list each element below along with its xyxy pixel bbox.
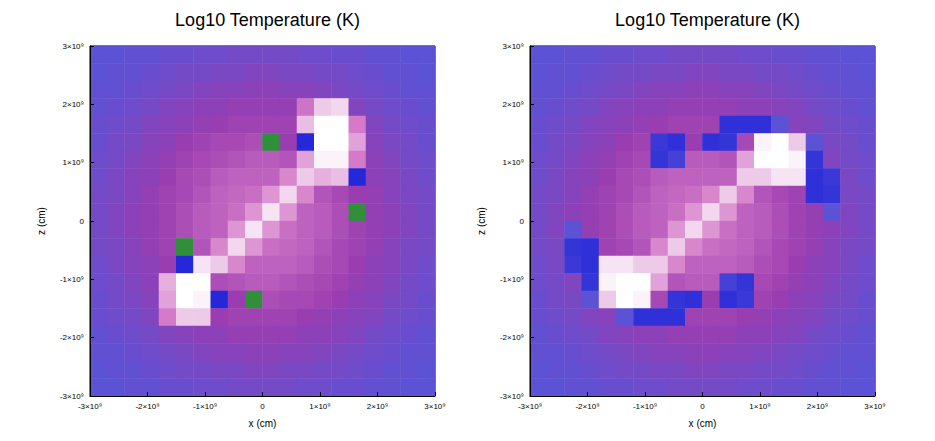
svg-text:2×10⁹: 2×10⁹ — [63, 100, 84, 109]
svg-text:x (cm): x (cm) — [689, 418, 717, 429]
svg-text:z (cm): z (cm) — [36, 207, 47, 235]
svg-text:-1×10⁹: -1×10⁹ — [633, 402, 657, 411]
svg-text:-3×10⁹: -3×10⁹ — [60, 392, 84, 401]
svg-text:2×10⁹: 2×10⁹ — [807, 402, 828, 411]
svg-text:-1×10⁹: -1×10⁹ — [500, 275, 524, 284]
svg-text:0: 0 — [260, 402, 265, 411]
svg-text:1×10⁹: 1×10⁹ — [749, 402, 770, 411]
svg-text:1×10⁹: 1×10⁹ — [63, 158, 84, 167]
svg-text:-2×10⁹: -2×10⁹ — [135, 402, 159, 411]
svg-text:-1×10⁹: -1×10⁹ — [193, 402, 217, 411]
svg-text:1×10⁹: 1×10⁹ — [503, 158, 524, 167]
svg-text:x (cm): x (cm) — [249, 418, 277, 429]
svg-text:-3×10⁹: -3×10⁹ — [518, 402, 542, 411]
svg-text:-1×10⁹: -1×10⁹ — [60, 275, 84, 284]
svg-text:2×10⁹: 2×10⁹ — [367, 402, 388, 411]
svg-text:-3×10⁹: -3×10⁹ — [78, 402, 102, 411]
svg-text:0: 0 — [80, 217, 85, 226]
svg-text:0: 0 — [520, 217, 525, 226]
svg-text:0: 0 — [700, 402, 705, 411]
svg-text:3×10⁹: 3×10⁹ — [424, 402, 445, 411]
svg-text:-2×10⁹: -2×10⁹ — [575, 402, 599, 411]
svg-text:2×10⁹: 2×10⁹ — [503, 100, 524, 109]
svg-text:1×10⁹: 1×10⁹ — [309, 402, 330, 411]
svg-text:-2×10⁹: -2×10⁹ — [60, 333, 84, 342]
svg-text:3×10⁹: 3×10⁹ — [864, 402, 885, 411]
svg-text:3×10⁹: 3×10⁹ — [503, 42, 524, 51]
svg-text:-3×10⁹: -3×10⁹ — [500, 392, 524, 401]
svg-text:Log10 Temperature (K): Log10 Temperature (K) — [615, 10, 800, 30]
svg-text:z (cm): z (cm) — [476, 207, 487, 235]
svg-text:3×10⁹: 3×10⁹ — [63, 42, 84, 51]
svg-text:-2×10⁹: -2×10⁹ — [500, 333, 524, 342]
svg-text:Log10 Temperature (K): Log10 Temperature (K) — [175, 10, 360, 30]
